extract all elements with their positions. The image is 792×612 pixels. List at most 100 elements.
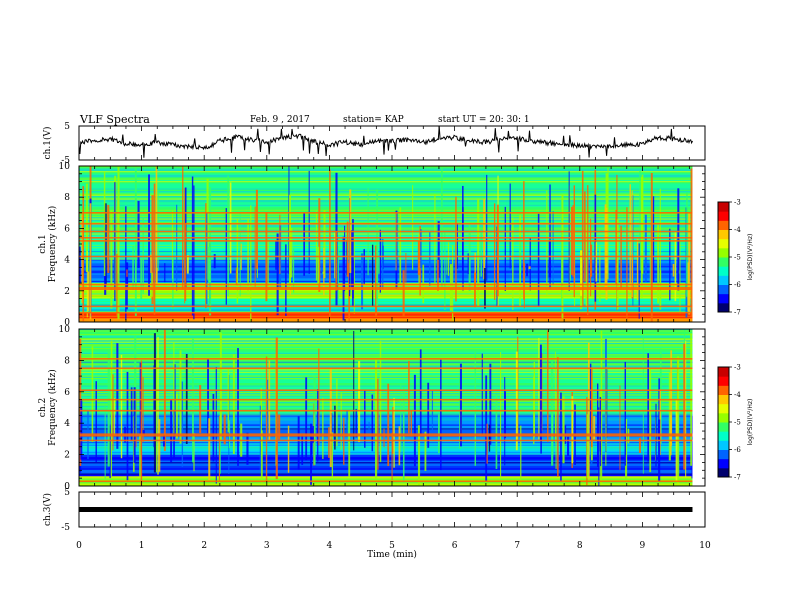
spectral-spike — [474, 352, 477, 466]
spectral-spike — [537, 213, 540, 307]
panel-frame — [78, 491, 706, 528]
spectral-spike — [126, 269, 128, 277]
spectral-texture — [79, 344, 693, 346]
spectral-spike — [417, 240, 420, 276]
spectral-texture — [79, 388, 693, 390]
spectral-spike — [275, 337, 278, 480]
spectral-texture — [79, 260, 693, 263]
spectral-texture — [79, 200, 693, 203]
spectral-texture — [79, 406, 693, 409]
spectral-spike — [331, 432, 334, 478]
spectral-texture — [79, 263, 693, 265]
spectral-spike — [173, 342, 175, 434]
spectral-spike — [652, 196, 655, 283]
spectral-spike — [523, 263, 525, 309]
y-tick-label: 2 — [64, 287, 70, 297]
spectral-texture — [79, 220, 693, 223]
spectral-spike — [584, 191, 586, 282]
spectral-texture — [79, 193, 693, 195]
y-axis-label: ch.1 — [38, 234, 48, 253]
spectral-texture — [79, 335, 693, 337]
spectral-spike — [586, 414, 589, 479]
spectral-texture — [79, 334, 693, 336]
ch3-waveform-panel: 5 -5 ch.3(V) — [42, 488, 706, 533]
spectral-spike — [279, 214, 281, 275]
spectral-spike — [434, 194, 436, 285]
spectral-spike — [117, 166, 120, 319]
spectral-texture — [79, 337, 693, 340]
spectral-spike — [355, 408, 357, 438]
spectral-spike — [212, 393, 215, 462]
spectral-spike — [520, 425, 522, 484]
x-tick-label: 0 — [76, 541, 82, 551]
spectral-spike — [287, 425, 290, 473]
spectral-spike — [153, 183, 156, 315]
spectral-texture — [79, 179, 693, 181]
spectral-texture — [79, 169, 693, 171]
colorbar-segment — [718, 367, 729, 377]
spectral-spike — [113, 398, 115, 436]
spectral-spike — [456, 223, 458, 269]
spectral-texture — [79, 187, 693, 189]
date-label: Feb. 9 , 2017 — [250, 115, 310, 125]
spectral-spike — [109, 425, 111, 479]
spectral-spike — [459, 377, 461, 449]
spectral-texture — [79, 475, 693, 478]
spectral-spike — [361, 253, 364, 310]
spectral-texture — [79, 460, 693, 463]
spectral-texture — [79, 390, 693, 392]
spectral-spike — [340, 393, 342, 450]
spectral-spike — [431, 390, 434, 436]
spectral-spike — [624, 361, 626, 466]
panel-frame — [78, 328, 706, 487]
spectral-spike — [207, 359, 209, 436]
spectral-spike — [481, 353, 483, 435]
spectral-spike — [155, 166, 158, 284]
spectral-texture — [79, 423, 693, 425]
spectral-spike — [413, 374, 416, 467]
spectral-spike — [554, 351, 556, 443]
spectral-texture — [79, 293, 693, 295]
spectral-texture — [79, 184, 693, 186]
spectral-spike — [437, 221, 440, 278]
spectral-texture — [79, 340, 693, 342]
spectral-spike — [371, 244, 374, 307]
spectral-spike — [346, 221, 349, 277]
spectral-spike — [642, 334, 644, 474]
spectral-texture — [79, 217, 693, 219]
spectral-spike — [405, 253, 407, 284]
spectral-texture — [79, 377, 693, 380]
spectral-texture — [79, 272, 693, 274]
spectral-texture — [79, 190, 693, 193]
spectral-spike — [292, 248, 295, 293]
spectral-texture — [79, 425, 693, 427]
spectral-texture — [79, 257, 693, 259]
spectral-spike — [504, 206, 506, 291]
spectral-spike — [649, 240, 651, 287]
spectral-texture — [79, 418, 693, 420]
spectral-texture — [79, 275, 693, 278]
spectral-texture — [79, 168, 693, 170]
spectral-spike — [444, 231, 446, 310]
spectral-spike — [595, 242, 598, 282]
spectral-texture — [79, 360, 693, 362]
y-tick-label: 10 — [59, 325, 71, 335]
spectral-spike — [677, 356, 680, 484]
spectral-spike — [107, 349, 110, 467]
spectral-spike — [371, 394, 374, 452]
spectral-texture — [79, 345, 693, 347]
spectral-texture — [79, 304, 693, 306]
spectral-texture — [79, 285, 693, 288]
spectral-spike — [569, 240, 571, 281]
spectral-texture — [79, 479, 693, 481]
spectral-texture — [79, 347, 693, 350]
spectral-spike — [691, 416, 694, 479]
colorbar-segment — [718, 229, 729, 240]
spectral-spike — [208, 418, 211, 481]
colorbar-tick-label: -7 — [734, 309, 741, 317]
spectral-spike — [153, 365, 155, 448]
narrowband-line — [79, 222, 693, 225]
spectral-spike — [265, 356, 268, 482]
spectral-spike — [540, 438, 542, 454]
colorbar-tick-label: -7 — [734, 474, 741, 482]
